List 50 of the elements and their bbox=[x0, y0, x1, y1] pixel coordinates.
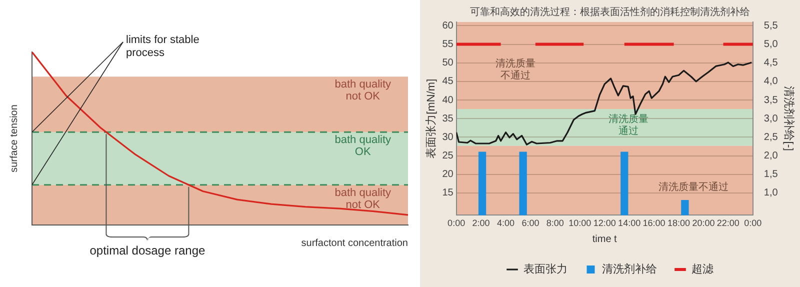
x-tick-label: 10:00 bbox=[568, 218, 592, 228]
chart-title: 可靠和高效的清洗过程：根据表面活性剂的消耗控制清洗剂补给 bbox=[470, 6, 750, 18]
y2-tick-label: 4,5 bbox=[764, 58, 778, 69]
y2-axis-title: 清洗剂补给[-] bbox=[782, 86, 796, 151]
band-label: 清洗质量不通过 bbox=[496, 58, 536, 82]
x-tick-label: 4:00 bbox=[496, 218, 515, 228]
x-tick-label: 8:00 bbox=[546, 218, 564, 228]
y2-tick-label: 5,5 bbox=[764, 20, 778, 32]
x-tick-label: 20:00 bbox=[692, 218, 715, 228]
y-axis-title: 表面张力[mN/m] bbox=[424, 78, 438, 158]
y-tick-label: 35 bbox=[442, 113, 454, 124]
y-axis-title: surface tension bbox=[8, 104, 20, 172]
band-label: bath quality not OK bbox=[334, 186, 392, 211]
y-tick-label: 60 bbox=[442, 20, 454, 32]
y-tick-label: 30 bbox=[442, 132, 454, 143]
text: optimal dosage range bbox=[90, 243, 206, 258]
y-tick-label: 25 bbox=[442, 150, 454, 162]
x-tick-label: 2:00 bbox=[472, 218, 490, 228]
y-tick-label: 45 bbox=[442, 76, 454, 88]
band-label: bath quality OK bbox=[334, 134, 392, 158]
band-label: 清洗质量通过 bbox=[608, 113, 648, 138]
y2-tick-label: 2,5 bbox=[764, 132, 778, 143]
y2-tick-label: 2,0 bbox=[764, 150, 778, 162]
x-axis-title: surfactont concentration bbox=[301, 238, 408, 249]
y-tick-label: 50 bbox=[442, 58, 454, 69]
x-tick-label: 6:00 bbox=[522, 218, 540, 228]
y2-tick-label: 3,0 bbox=[764, 113, 778, 124]
x-tick-label: 18:00 bbox=[667, 218, 690, 228]
y-tick-label: 55 bbox=[442, 39, 454, 50]
y-tick-label: 20 bbox=[442, 169, 454, 180]
legend-label: 表面张力 bbox=[523, 262, 568, 276]
x-tick-label: 16:00 bbox=[642, 218, 666, 228]
y-tick-label: 15 bbox=[442, 188, 454, 199]
y2-tick-label: 3,5 bbox=[764, 94, 778, 106]
y-tick-label: 40 bbox=[442, 94, 454, 106]
x-axis-title: time t bbox=[592, 234, 618, 245]
annotation: limits for stable process bbox=[126, 34, 200, 60]
y2-tick-label: 4,0 bbox=[764, 76, 778, 88]
y2-tick-label: 1,5 bbox=[764, 169, 778, 180]
y2-tick-label: 1,0 bbox=[764, 188, 778, 199]
y2-tick-label: 5,0 bbox=[764, 39, 778, 50]
legend-label: 清洗剂补给 bbox=[602, 262, 657, 276]
x-tick-label: 0:00 bbox=[448, 218, 466, 228]
band-label: 清洗质量不通过 bbox=[658, 181, 729, 194]
legend-label: 超滤 bbox=[691, 262, 714, 276]
x-tick-label: 22:00 bbox=[716, 218, 740, 228]
x-tick-label: 12:00 bbox=[593, 218, 616, 228]
x-tick-label: 14:00 bbox=[618, 218, 641, 228]
band-label: bath quality not OK bbox=[334, 78, 392, 103]
x-tick-label: 0:00 bbox=[744, 218, 762, 228]
